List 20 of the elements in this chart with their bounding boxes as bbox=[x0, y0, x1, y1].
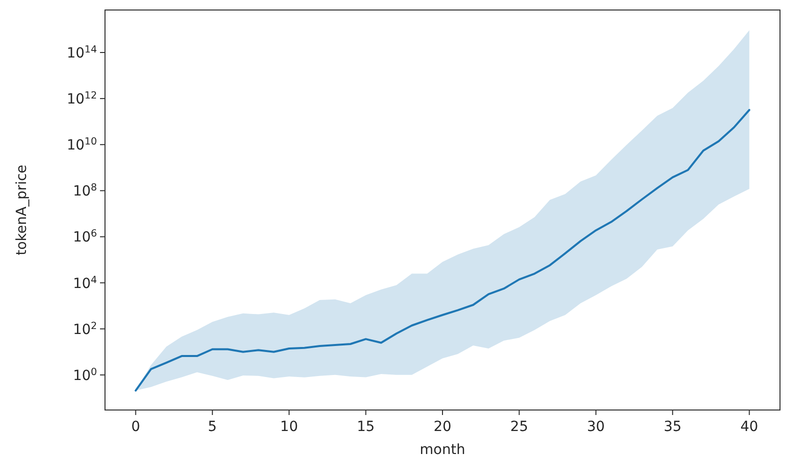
x-tick-label: 10 bbox=[280, 419, 298, 435]
y-tick-label: 10$^{6}$ bbox=[72, 228, 97, 246]
y-tick-label: 10$^{4}$ bbox=[72, 274, 97, 292]
x-tick-label: 15 bbox=[356, 419, 375, 435]
x-tick-label: 5 bbox=[208, 419, 217, 435]
x-tick-label: 35 bbox=[664, 419, 682, 435]
y-tick-label: 10$^{2}$ bbox=[72, 320, 97, 338]
y-tick-label: 10$^{0}$ bbox=[72, 366, 97, 384]
x-tick-label: 20 bbox=[434, 419, 452, 435]
x-tick-label: 40 bbox=[740, 419, 758, 435]
y-axis-title: tokenA_price bbox=[14, 164, 30, 256]
y-tick-label: 10$^{10}$ bbox=[66, 136, 97, 154]
x-tick-label: 30 bbox=[586, 419, 605, 435]
y-tick-label: 10$^{12}$ bbox=[66, 90, 97, 108]
x-tick-label: 0 bbox=[131, 419, 140, 435]
x-tick-label: 25 bbox=[510, 419, 528, 435]
x-axis-title: month bbox=[420, 442, 466, 458]
y-tick-label: 10$^{14}$ bbox=[66, 44, 97, 62]
y-tick-label: 10$^{8}$ bbox=[72, 182, 97, 200]
line-series bbox=[134, 108, 750, 392]
